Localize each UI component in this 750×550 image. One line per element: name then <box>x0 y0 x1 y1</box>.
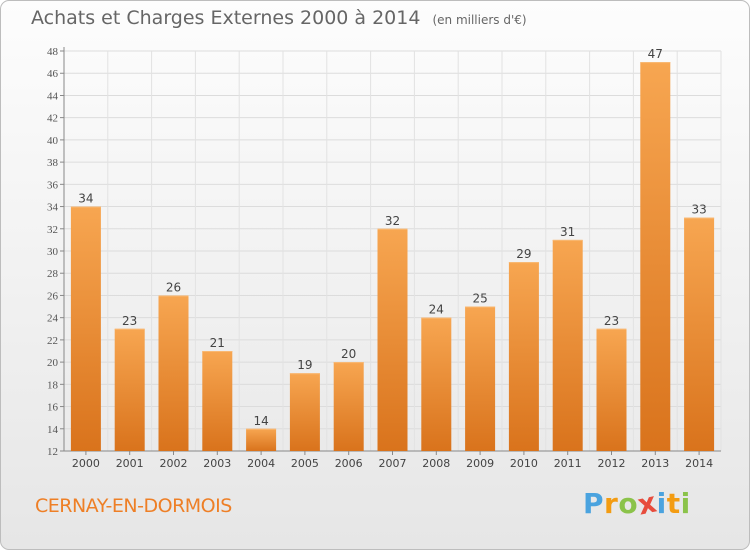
bar <box>377 228 408 451</box>
brand-letter: t <box>666 487 681 520</box>
x-tick-label: 2010 <box>510 457 538 470</box>
y-tick-label: 26 <box>47 290 59 302</box>
y-tick-label: 34 <box>47 202 59 214</box>
bar <box>465 306 496 451</box>
x-tick-label: 2007 <box>379 457 407 470</box>
bar <box>596 328 627 451</box>
x-tick-label: 2000 <box>72 457 100 470</box>
y-tick-label: 42 <box>47 113 58 125</box>
brand-letter: i <box>680 487 691 520</box>
value-label: 31 <box>560 225 575 239</box>
x-tick-label: 2013 <box>641 457 669 470</box>
x-tick-label: 2002 <box>160 457 188 470</box>
bars <box>70 62 715 451</box>
y-tick-label: 16 <box>47 402 59 414</box>
bar <box>333 362 364 451</box>
value-label: 24 <box>429 303 444 317</box>
value-label: 32 <box>385 214 400 228</box>
brand-letter: r <box>604 487 619 520</box>
value-label: 33 <box>691 203 706 217</box>
y-tick-label: 12 <box>47 446 58 458</box>
y-tick-label: 20 <box>47 357 59 369</box>
value-label: 21 <box>210 336 225 350</box>
y-tick-label: 28 <box>47 268 59 280</box>
value-label: 19 <box>297 358 312 372</box>
chart-title: Achats et Charges Externes 2000 à 2014 (e… <box>31 7 527 29</box>
y-tick-label: 36 <box>47 179 59 191</box>
value-label: 29 <box>516 247 531 261</box>
y-tick-label: 14 <box>47 424 59 436</box>
x-tick-label: 2014 <box>685 457 713 470</box>
bar <box>421 317 452 451</box>
bar <box>552 239 583 451</box>
y-tick-label: 24 <box>47 313 59 325</box>
y-tick-label: 40 <box>47 135 59 147</box>
y-tick-label: 38 <box>47 157 59 169</box>
y-tick-label: 30 <box>47 246 59 258</box>
value-label: 47 <box>648 47 663 61</box>
bar <box>684 217 715 451</box>
y-tick-label: 46 <box>47 68 59 80</box>
y-tick-label: 22 <box>47 335 58 347</box>
bar <box>508 262 539 451</box>
value-label: 34 <box>78 192 93 206</box>
value-label: 14 <box>253 414 268 428</box>
value-label: 20 <box>341 347 356 361</box>
y-tick-label: 48 <box>47 46 59 58</box>
bar <box>289 373 320 451</box>
brand-logo: Proxiti <box>583 485 691 521</box>
chart-title-text: Achats et Charges Externes 2000 à 2014 <box>31 7 421 29</box>
y-tick-label: 32 <box>47 224 58 236</box>
bar <box>202 351 233 451</box>
bar <box>158 295 189 451</box>
x-tick-label: 2005 <box>291 457 319 470</box>
bar <box>70 206 101 451</box>
y-tick-label: 44 <box>47 90 59 102</box>
value-label: 25 <box>472 292 487 306</box>
brand-letter: P <box>583 487 605 520</box>
city-name: CERNAY-EN-DORMOIS <box>35 495 232 517</box>
bar <box>640 62 671 451</box>
x-tick-label: 2004 <box>247 457 275 470</box>
y-tick-label: 18 <box>47 379 59 391</box>
brand-letter: o <box>618 487 639 520</box>
labels: 34 23 26 21 14 19 20 32 24 25 29 31 23 47 33 <box>78 47 706 428</box>
x-tick-label: 2006 <box>335 457 363 470</box>
value-label: 26 <box>166 280 181 294</box>
chart-subtitle: (en milliers d'€) <box>432 13 527 27</box>
bar <box>246 428 277 451</box>
x-tick-label: 2003 <box>203 457 231 470</box>
x-tick-label: 2012 <box>598 457 626 470</box>
value-label: 23 <box>122 314 137 328</box>
brand-letter: i <box>656 487 667 520</box>
value-label: 23 <box>604 314 619 328</box>
x-tick-label: 2008 <box>422 457 450 470</box>
x-tick-label: 2009 <box>466 457 494 470</box>
x-tick-label: 2001 <box>116 457 144 470</box>
x-tick-label: 2011 <box>554 457 582 470</box>
bar <box>114 328 145 451</box>
